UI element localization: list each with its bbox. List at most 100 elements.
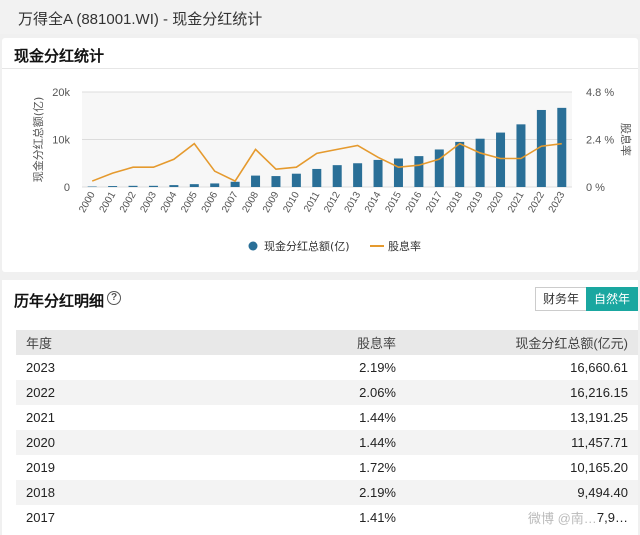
x-tick-label: 2002 <box>118 190 139 215</box>
y-tick-label: 10k <box>52 135 70 147</box>
table-row[interactable]: 2020 1.44% 11,457.71 <box>16 430 638 455</box>
x-tick-label: 2001 <box>98 190 119 215</box>
detail-card: 历年分红明细 ? 财务年 自然年 年度 股息率 现金分红总额(亿元) 2023 2… <box>2 280 638 535</box>
cell-amount: 16,660.61 <box>406 355 638 380</box>
table-row[interactable]: 2021 1.44% 13,191.25 <box>16 405 638 430</box>
y2-tick-label: 2.4 % <box>586 135 614 147</box>
col-header-yield[interactable]: 股息率 <box>256 330 406 355</box>
yield-line <box>91 142 562 183</box>
x-tick-label: 2009 <box>261 190 282 215</box>
bar <box>434 149 444 187</box>
bar <box>291 173 301 187</box>
legend-bar-label: 现金分红总额(亿) <box>264 239 350 253</box>
bar <box>455 141 465 187</box>
watermark: 微博 @南… <box>528 511 597 526</box>
cell-year: 2018 <box>16 480 256 505</box>
bar <box>557 107 567 187</box>
bar <box>312 168 322 187</box>
dividend-chart: 0 10k 20k 0 % 2.4 % 4.8 % 现金分红总额(亿) 股息率 2000 2001… <box>31 87 633 253</box>
cell-amount: 9,494.40 <box>406 480 638 505</box>
bar <box>536 109 546 187</box>
x-tick-label: 2000 <box>77 190 98 215</box>
x-tick-label: 2011 <box>302 190 322 215</box>
toggle-fiscal-year[interactable]: 财务年 <box>534 287 586 311</box>
toggle-natural-year[interactable]: 自然年 <box>585 287 638 311</box>
y-tick-label: 0 <box>64 182 70 194</box>
cell-amount: 10,165.20 <box>406 455 638 480</box>
legend-bar-swatch <box>248 241 258 251</box>
dividend-table: 年度 股息率 现金分红总额(亿元) 2023 2.19% 16,660.61 2022… <box>16 330 638 530</box>
cell-yield: 2.19% <box>256 355 406 380</box>
detail-title: 历年分红明细 <box>14 293 105 310</box>
chart-card: 现金分红统计 0 10k 20k 0 % 2.4 % 4.8 % 现金分红总额(亿) 股息率 2… <box>2 38 638 272</box>
cell-amount: 13,191.25 <box>406 405 638 430</box>
table-row[interactable]: 2017 1.41% 7,9… <box>16 505 638 530</box>
cell-amount: 16,216.15 <box>406 380 638 405</box>
x-tick-label: 2004 <box>159 190 180 215</box>
cell-year: 2020 <box>16 430 256 455</box>
cell-amount: 7,9… <box>406 505 638 530</box>
bar <box>353 163 363 187</box>
bar <box>128 185 138 187</box>
x-tick-label: 2023 <box>547 190 568 215</box>
bar <box>108 186 118 187</box>
x-tick-label: 2003 <box>138 190 159 215</box>
x-tick-label: 2022 <box>526 190 547 215</box>
table-row[interactable]: 2019 1.72% 10,165.20 <box>16 455 638 480</box>
table-header-row: 年度 股息率 现金分红总额(亿元) <box>16 330 638 355</box>
bar <box>271 176 281 187</box>
x-tick-label: 2012 <box>322 190 343 215</box>
table-row[interactable]: 2023 2.19% 16,660.61 <box>16 355 638 380</box>
bar <box>414 156 424 187</box>
x-tick-label: 2018 <box>445 190 466 215</box>
x-tick-label: 2019 <box>465 190 486 215</box>
col-header-year[interactable]: 年度 <box>16 330 256 355</box>
window-title: 万得全A (881001.WI) - 现金分红统计 <box>18 11 263 28</box>
cell-year: 2017 <box>16 505 256 530</box>
table-row[interactable]: 2018 2.19% 9,494.40 <box>16 480 638 505</box>
y2-tick-label: 4.8 % <box>586 87 614 99</box>
x-tick-label: 2010 <box>281 190 302 215</box>
x-tick-label: 2013 <box>343 190 364 215</box>
bar <box>169 185 179 187</box>
cell-yield: 1.41% <box>256 505 406 530</box>
y2-tick-label: 0 % <box>586 182 605 194</box>
chart-card-title: 现金分红统计 <box>14 48 105 65</box>
year-type-toggle: 财务年 自然年 <box>534 287 638 311</box>
y-tick-label: 20k <box>52 87 70 99</box>
x-tick-label: 2006 <box>200 190 221 215</box>
bar <box>210 183 220 187</box>
x-tick-label: 2017 <box>424 190 445 215</box>
x-tick-label: 2014 <box>363 190 384 215</box>
chart-card-header: 现金分红统计 <box>2 38 638 69</box>
x-tick-label: 2005 <box>179 190 200 215</box>
x-tick-label: 2008 <box>240 190 261 215</box>
bar <box>516 124 526 187</box>
cell-year: 2023 <box>16 355 256 380</box>
x-tick-label: 2016 <box>404 190 425 215</box>
cell-yield: 1.44% <box>256 405 406 430</box>
cell-year: 2019 <box>16 455 256 480</box>
col-header-amount[interactable]: 现金分红总额(亿元) <box>406 330 638 355</box>
legend-line-label: 股息率 <box>388 239 421 253</box>
y-axis-label: 现金分红总额(亿) <box>31 97 45 183</box>
window-titlebar: 万得全A (881001.WI) - 现金分红统计 <box>0 0 640 34</box>
bar <box>148 185 158 187</box>
bar <box>230 181 240 187</box>
bar <box>373 159 383 187</box>
bar <box>251 175 261 187</box>
x-tick-label: 2007 <box>220 190 241 215</box>
bar <box>496 132 506 187</box>
bar <box>393 158 403 187</box>
x-tick-label: 2020 <box>485 190 506 215</box>
cell-year: 2022 <box>16 380 256 405</box>
cell-yield: 1.72% <box>256 455 406 480</box>
cell-amount: 11,457.71 <box>406 430 638 455</box>
bar <box>332 165 342 187</box>
x-tick-label: 2015 <box>383 190 404 215</box>
bar <box>189 184 199 187</box>
cell-yield: 2.06% <box>256 380 406 405</box>
table-row[interactable]: 2022 2.06% 16,216.15 <box>16 380 638 405</box>
help-icon[interactable]: ? <box>107 291 121 305</box>
cell-year: 2021 <box>16 405 256 430</box>
